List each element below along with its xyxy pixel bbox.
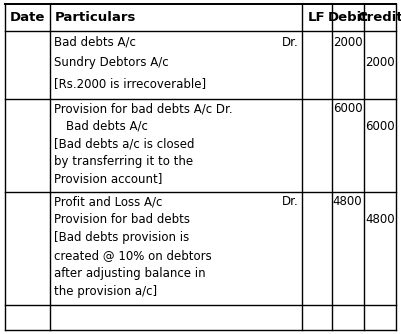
Text: [Bad debts provision is: [Bad debts provision is bbox=[54, 231, 189, 244]
Text: [Bad debts a/c is closed: [Bad debts a/c is closed bbox=[54, 137, 194, 150]
Text: Provision for bad debts A/c Dr.: Provision for bad debts A/c Dr. bbox=[54, 102, 233, 115]
Text: Bad debts A/c: Bad debts A/c bbox=[54, 36, 136, 49]
Text: the provision a/c]: the provision a/c] bbox=[54, 285, 157, 298]
Text: Sundry Debtors A/c: Sundry Debtors A/c bbox=[54, 56, 168, 69]
Text: by transferring it to the: by transferring it to the bbox=[54, 155, 193, 168]
Text: Provision for bad debts: Provision for bad debts bbox=[54, 213, 190, 226]
Text: Bad debts A/c: Bad debts A/c bbox=[66, 120, 148, 133]
Text: Date: Date bbox=[10, 11, 45, 24]
Text: Dr.: Dr. bbox=[282, 36, 299, 49]
Text: 4800: 4800 bbox=[365, 213, 395, 226]
Text: Provision account]: Provision account] bbox=[54, 172, 162, 185]
Text: [Rs.2000 is irrecoverable]: [Rs.2000 is irrecoverable] bbox=[54, 77, 206, 90]
Text: 6000: 6000 bbox=[365, 120, 395, 133]
Text: 2000: 2000 bbox=[333, 36, 363, 49]
Text: created @ 10% on debtors: created @ 10% on debtors bbox=[54, 249, 212, 262]
Text: Particulars: Particulars bbox=[55, 11, 136, 24]
Text: 2000: 2000 bbox=[365, 56, 395, 69]
Text: Dr.: Dr. bbox=[282, 195, 299, 208]
Text: 4800: 4800 bbox=[333, 195, 363, 208]
Bar bbox=[5, 4, 396, 31]
Text: after adjusting balance in: after adjusting balance in bbox=[54, 267, 205, 280]
Text: Credit: Credit bbox=[357, 11, 401, 24]
Text: Debit: Debit bbox=[327, 11, 368, 24]
Text: 6000: 6000 bbox=[333, 102, 363, 115]
Text: Profit and Loss A/c: Profit and Loss A/c bbox=[54, 195, 162, 208]
Text: LF: LF bbox=[308, 11, 326, 24]
